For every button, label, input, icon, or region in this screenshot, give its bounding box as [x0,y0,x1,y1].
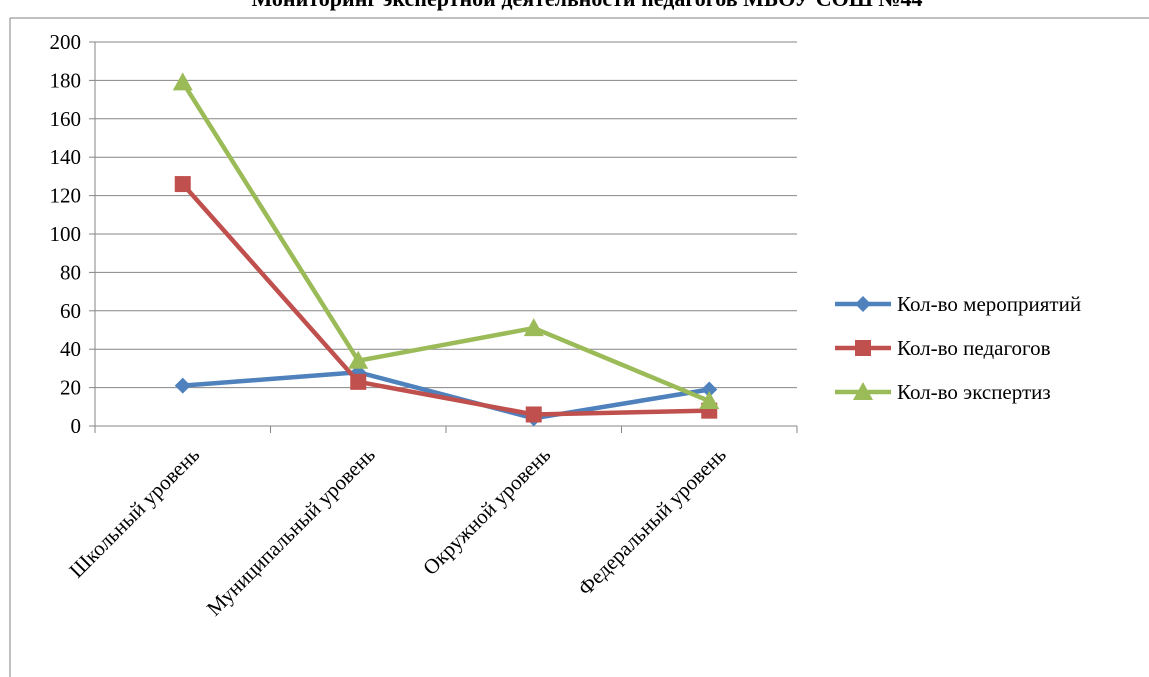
y-tick-label: 100 [50,222,82,246]
data-point [523,318,544,337]
data-point [525,406,542,423]
x-category-label: Школьный уровень [64,443,204,583]
x-category-label: Муниципальный уровень [202,443,380,621]
y-tick-label: 80 [60,260,81,284]
y-tick-label: 140 [50,145,82,169]
series-lines [172,72,720,427]
y-tick-label: 200 [50,30,82,54]
legend-marker [853,382,873,400]
x-category-label: Окружной уровень [418,443,555,580]
gridlines [95,41,797,389]
data-point [701,381,718,398]
y-tick-label: 20 [60,376,81,400]
axes [89,41,798,433]
y-tick-label: 0 [71,414,82,438]
data-point [699,391,720,410]
data-point [174,377,191,394]
y-tick-label: 160 [50,107,82,131]
x-category-label: Федеральный уровень [573,443,731,601]
legend-label: Кол-во мероприятий [897,292,1081,316]
data-point [174,176,191,193]
series-line [180,369,712,421]
y-tick-label: 60 [60,299,81,323]
y-tick-label: 180 [50,68,82,92]
legend-label: Кол-во педагогов [897,336,1051,360]
y-tick-label: 40 [60,337,81,361]
data-point [172,72,193,91]
legend: Кол-во мероприятий Кол-во педагогов Кол-во… [835,292,1081,404]
data-point [348,350,369,369]
y-axis-tick-labels: 0 20 40 60 80 100 120 140 160 180 200 [50,30,82,438]
data-point [350,373,367,390]
legend-marker [855,340,871,356]
chart-title: Мониторинг экспертной деятельности педаг… [251,0,922,11]
legend-label: Кол-во экспертиз [897,380,1051,404]
series-line [180,181,712,417]
legend-marker [855,296,871,312]
series-line [180,80,712,404]
y-tick-label: 120 [50,184,82,208]
